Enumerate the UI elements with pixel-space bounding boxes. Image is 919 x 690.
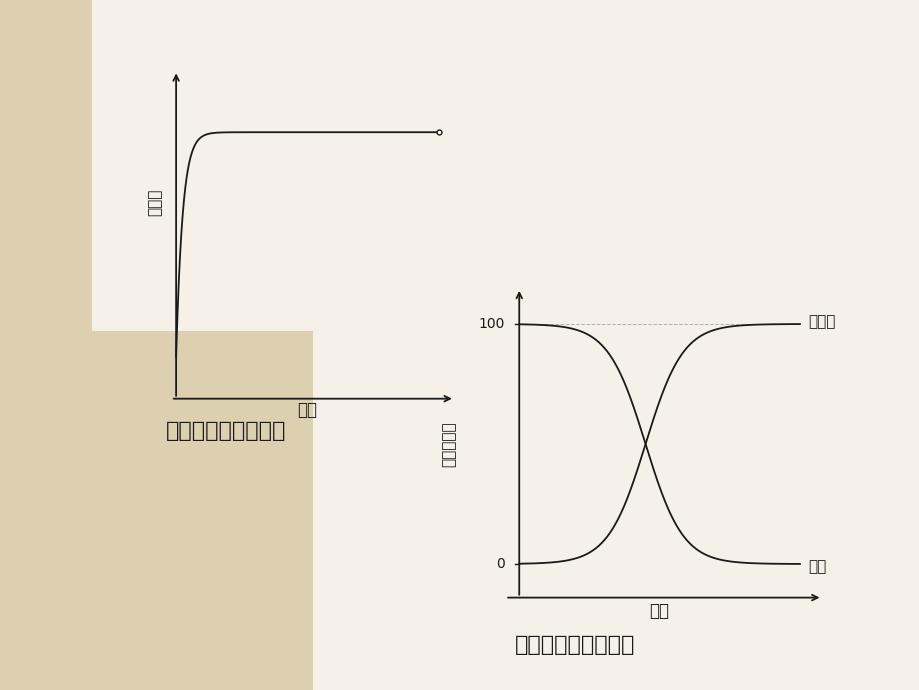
Text: 100: 100 bbox=[478, 317, 505, 331]
Text: 转化率与时间的关系: 转化率与时间的关系 bbox=[515, 635, 635, 655]
Text: 转化率，％: 转化率，％ bbox=[441, 421, 456, 467]
Text: 时间: 时间 bbox=[297, 402, 317, 420]
Text: 分子量: 分子量 bbox=[147, 188, 163, 216]
Text: 单体: 单体 bbox=[808, 559, 825, 574]
Text: 分子量与时间的关系: 分子量与时间的关系 bbox=[165, 421, 286, 441]
Text: 时间: 时间 bbox=[649, 602, 669, 620]
Text: 聚合物: 聚合物 bbox=[808, 314, 834, 329]
Text: 0: 0 bbox=[496, 557, 505, 571]
